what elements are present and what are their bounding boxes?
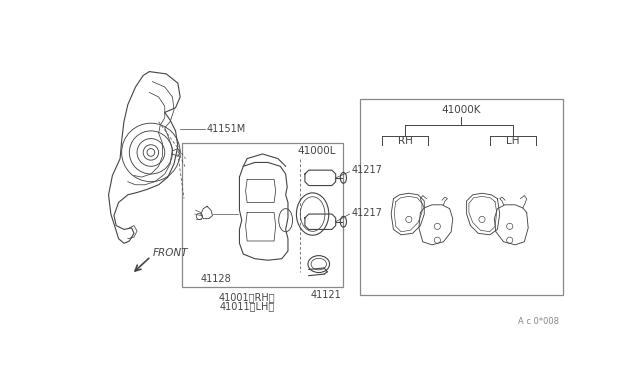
- Text: 41121: 41121: [311, 290, 342, 300]
- Text: 41000K: 41000K: [442, 105, 481, 115]
- Bar: [360, 99, 563, 295]
- Text: 41000L: 41000L: [297, 146, 336, 156]
- Text: RH: RH: [397, 136, 412, 146]
- Text: 41217: 41217: [351, 165, 382, 175]
- Text: 41001（RH）: 41001（RH）: [219, 292, 275, 302]
- Text: 41151M: 41151M: [206, 124, 246, 134]
- Text: LH: LH: [506, 136, 520, 146]
- Text: 41217: 41217: [351, 208, 382, 218]
- Text: 41011（LH）: 41011（LH）: [220, 301, 275, 311]
- Text: FRONT: FRONT: [152, 247, 188, 257]
- Text: 41128: 41128: [201, 275, 232, 285]
- Text: A c 0*008: A c 0*008: [518, 317, 559, 326]
- Bar: [182, 143, 344, 287]
